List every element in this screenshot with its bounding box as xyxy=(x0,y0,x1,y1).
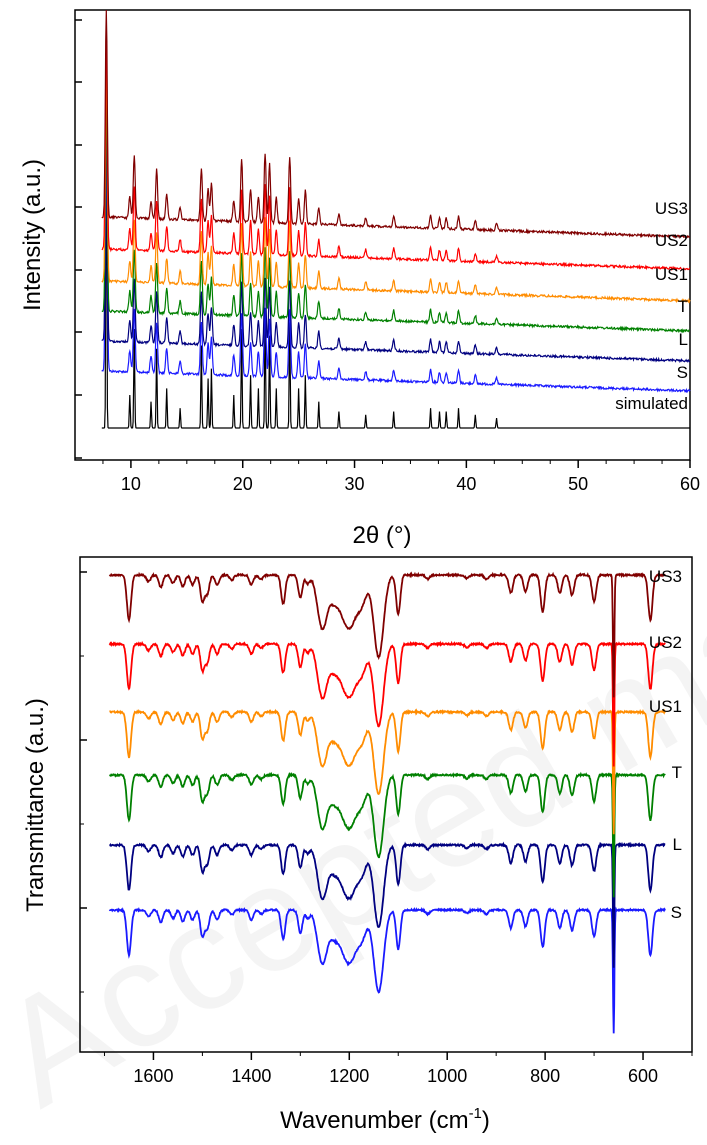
ir-series-label: US1 xyxy=(649,697,682,716)
xrd-x-tick-label: 10 xyxy=(121,474,141,494)
xrd-trace-us2 xyxy=(101,39,691,272)
ir-traces xyxy=(108,571,666,1034)
ir-panel: 1600 1400 1200 1000 800 600 S L T US1 US2 US3 Tran… xyxy=(22,556,693,1134)
xrd-trace-s xyxy=(101,161,691,394)
xrd-x-tick-label: 30 xyxy=(345,474,365,494)
xrd-trace-us3 xyxy=(101,9,691,240)
ir-series-label: S xyxy=(671,903,682,922)
xrd-y-ticks xyxy=(75,19,82,459)
xrd-series-label: US1 xyxy=(655,265,688,284)
ir-x-tick-label: 1600 xyxy=(133,1066,173,1086)
xrd-x-tick-label: 20 xyxy=(233,474,253,494)
ir-trace-us1 xyxy=(109,708,666,835)
xrd-x-axis-title: 2θ (°) xyxy=(353,522,412,549)
ir-x-axis-title-end: ) xyxy=(482,1107,490,1134)
xrd-trace-simulated xyxy=(101,97,690,429)
xrd-trace-us1 xyxy=(101,71,691,304)
xrd-x-tick-label: 60 xyxy=(680,474,700,494)
ir-x-tick-label: 1000 xyxy=(427,1066,467,1086)
xrd-y-axis-title: Intensity (a.u.) xyxy=(19,159,46,311)
ir-trace-s xyxy=(108,906,666,1034)
xrd-series-label: US3 xyxy=(655,199,688,218)
xrd-traces xyxy=(101,9,691,429)
ir-x-tick-label: 600 xyxy=(628,1066,658,1086)
xrd-series-labels: simulated SLT US1 US2 US3 xyxy=(615,199,688,413)
xrd-series-label: L xyxy=(679,330,688,349)
ir-series-labels: S L T US1 US2 US3 xyxy=(649,567,682,922)
ir-series-label: T xyxy=(672,763,682,782)
ir-plot-frame xyxy=(79,556,693,1053)
ir-series-label: L xyxy=(673,835,682,854)
ir-trace-us3 xyxy=(108,571,666,698)
xrd-panel: 10 20 30 40 50 60 simulated SLT US1 US2 US3 Inten… xyxy=(19,9,700,549)
xrd-x-ticks: 10 20 30 40 50 60 xyxy=(102,460,700,494)
ir-x-tick-label: 800 xyxy=(530,1066,560,1086)
xrd-series-label: simulated xyxy=(615,394,688,413)
ir-x-tick-label: 1400 xyxy=(231,1066,271,1086)
ir-trace-l xyxy=(109,841,666,968)
xrd-x-tick-label: 50 xyxy=(568,474,588,494)
ir-trace-us2 xyxy=(108,640,666,767)
ir-x-axis-title-sup: -1 xyxy=(469,1105,482,1122)
ir-y-axis-title: Transmittance (a.u.) xyxy=(22,698,49,912)
xrd-trace-t xyxy=(101,101,691,334)
ir-series-label: US3 xyxy=(649,567,682,586)
ir-y-ticks xyxy=(80,571,87,993)
xrd-series-label: US2 xyxy=(655,231,688,250)
ir-trace-t xyxy=(109,771,666,898)
ir-x-axis-title: Wavenumber (cm-1) xyxy=(280,1105,490,1134)
xrd-x-tick-label: 40 xyxy=(456,474,476,494)
xrd-series-label: T xyxy=(678,297,688,316)
ir-x-ticks: 1600 1400 1200 1000 800 600 xyxy=(103,1052,693,1086)
ir-series-label: US2 xyxy=(649,633,682,652)
xrd-series-label: S xyxy=(677,363,688,382)
xrd-trace-l xyxy=(101,130,691,364)
ir-x-axis-title-main: Wavenumber (cm xyxy=(280,1107,468,1134)
ir-x-tick-label: 1200 xyxy=(329,1066,369,1086)
watermark-text: Accepted manuscript xyxy=(0,292,707,1138)
